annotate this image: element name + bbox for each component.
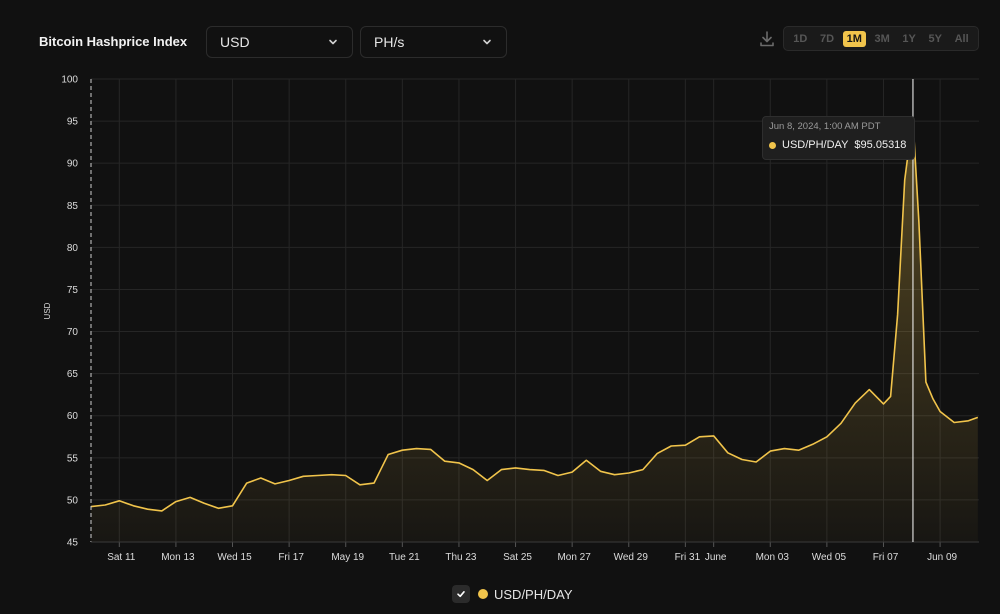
- range-button-3m[interactable]: 3M: [874, 32, 890, 45]
- x-tick-label: Sat 25: [503, 552, 532, 563]
- chevron-down-icon: [329, 39, 337, 45]
- x-tick-label: Fri 17: [278, 552, 304, 563]
- page-title: Bitcoin Hashprice Index: [39, 34, 188, 49]
- tooltip-series-dot: [769, 141, 776, 149]
- currency-select[interactable]: USD: [206, 26, 353, 58]
- x-tick-label: Fri 07: [873, 552, 899, 563]
- tooltip-date: Jun 8, 2024, 1:00 AM PDT: [769, 121, 881, 132]
- y-tick-label: 100: [61, 75, 78, 86]
- range-button-all[interactable]: All: [954, 32, 969, 45]
- tooltip-value: $95.05318: [854, 139, 907, 151]
- range-button-1y[interactable]: 1Y: [902, 32, 916, 45]
- y-tick-label: 55: [67, 453, 79, 464]
- tooltip-series-name: USD/PH/DAY: [782, 139, 849, 151]
- legend-series-dot: [478, 589, 488, 599]
- unit-select[interactable]: PH/s: [360, 26, 507, 58]
- x-tick-label: June: [705, 552, 727, 563]
- range-button-1d[interactable]: 1D: [793, 32, 808, 45]
- x-tick-label: May 19: [331, 552, 364, 563]
- x-tick-label: Mon 13: [161, 552, 195, 563]
- range-button-1m[interactable]: 1M: [842, 30, 866, 47]
- x-tick-label: Mon 03: [756, 552, 790, 563]
- x-tick-label: Mon 27: [557, 552, 591, 563]
- x-tick-label: Jun 09: [927, 552, 957, 563]
- chart-tooltip: Jun 8, 2024, 1:00 AM PDT USD/PH/DAY $95.…: [762, 116, 915, 160]
- x-tick-label: Fri 31: [675, 552, 701, 563]
- y-tick-label: 50: [67, 495, 79, 506]
- range-button-5y[interactable]: 5Y: [928, 32, 942, 45]
- y-tick-label: 45: [67, 538, 79, 549]
- y-tick-label: 85: [67, 201, 79, 212]
- y-tick-label: 80: [67, 243, 79, 254]
- chart-legend: USD/PH/DAY: [452, 584, 573, 604]
- unit-select-value: PH/s: [374, 34, 405, 50]
- x-tick-label: Tue 21: [389, 552, 420, 563]
- series-line: [90, 119, 979, 512]
- y-tick-label: 95: [67, 117, 79, 128]
- x-tick-label: Wed 05: [812, 552, 847, 563]
- x-tick-label: Sat 11: [107, 552, 136, 563]
- y-tick-label: 75: [67, 285, 79, 296]
- check-icon: [457, 591, 465, 598]
- x-tick-label: Thu 23: [445, 552, 477, 563]
- range-button-7d[interactable]: 7D: [819, 32, 835, 45]
- range-selector: 1D 7D 1M 3M 1Y 5Y All: [783, 26, 979, 51]
- y-tick-label: 60: [67, 411, 79, 422]
- currency-select-value: USD: [220, 34, 250, 50]
- chevron-down-icon: [483, 39, 491, 45]
- x-tick-label: Wed 15: [217, 552, 252, 563]
- y-tick-label: 70: [67, 327, 79, 338]
- legend-checkbox[interactable]: [452, 585, 470, 603]
- legend-label: USD/PH/DAY: [494, 586, 573, 602]
- y-tick-label: 90: [67, 159, 79, 170]
- y-tick-label: 65: [67, 369, 79, 380]
- y-axis-title: USD: [43, 302, 52, 319]
- series-area: [91, 120, 978, 542]
- x-tick-label: Wed 29: [614, 552, 649, 563]
- download-icon[interactable]: [758, 30, 776, 48]
